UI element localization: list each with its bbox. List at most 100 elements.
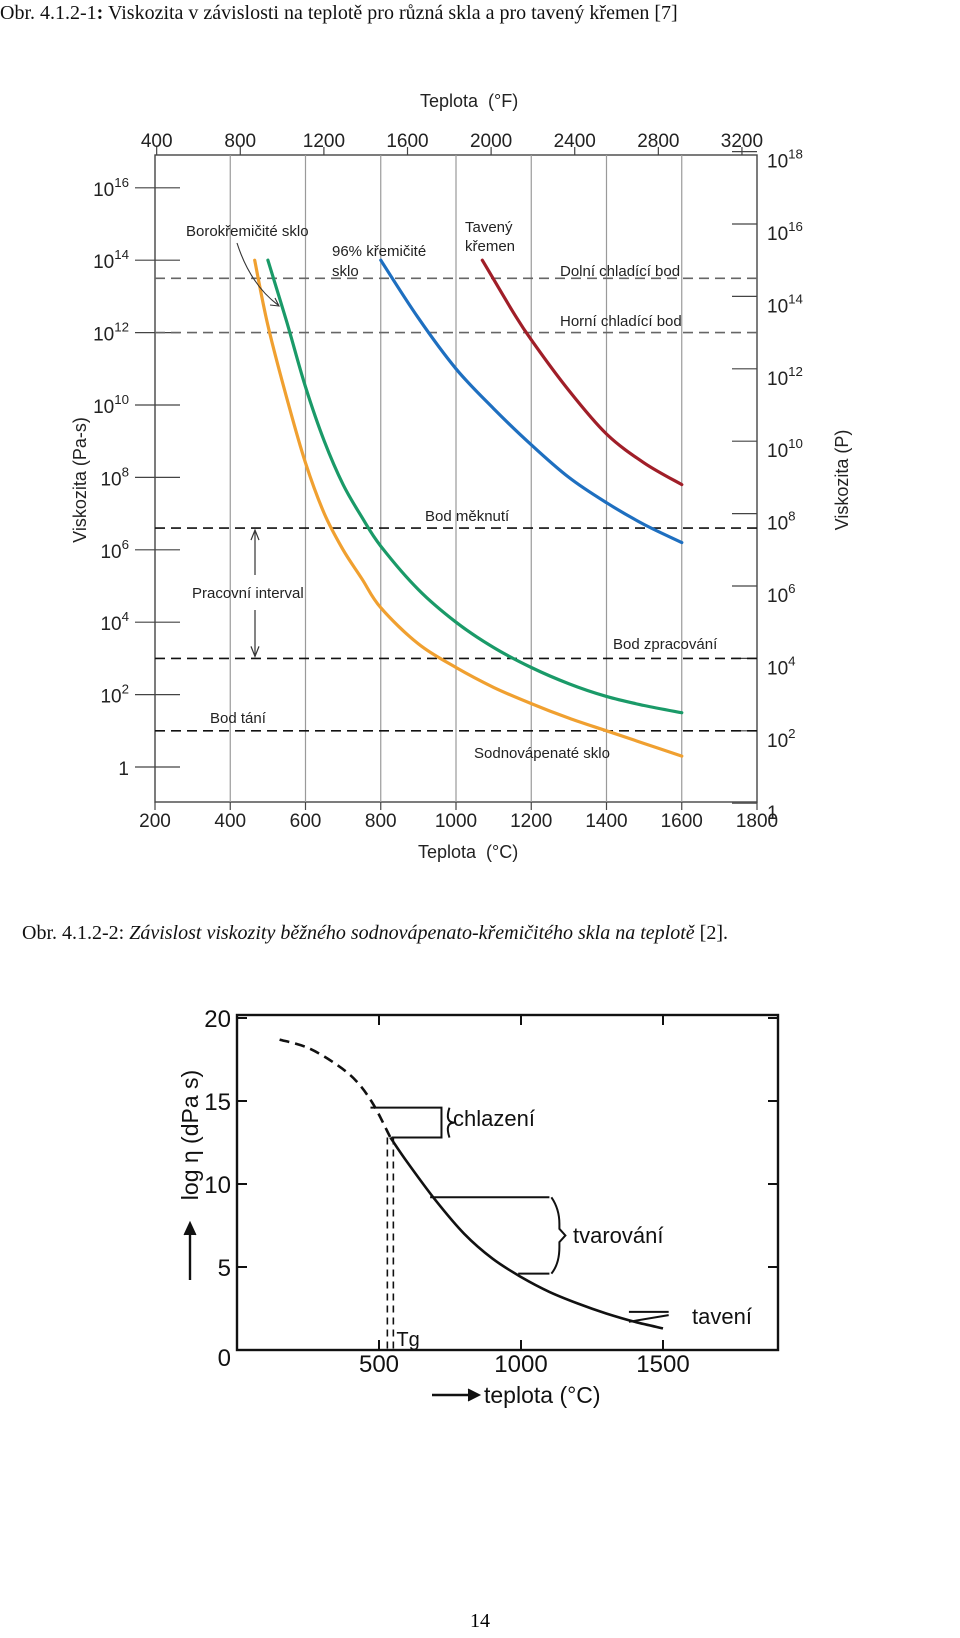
chart1-top-tick-label: 2400	[554, 131, 596, 152]
chart1-y-tick-label-right: 1	[767, 803, 778, 824]
chart1-annotation-fused-silica: křemen	[465, 238, 515, 255]
chart1-x-tick-label: 200	[139, 811, 171, 832]
chart2-y-axis-title: log η (dPa s)	[177, 1070, 203, 1200]
chart2-pointer-taveni	[628, 1310, 669, 1323]
chart1-reference-label: Bod zpracování	[613, 636, 718, 653]
chart1-y-tick-label-left-base: 10	[93, 397, 114, 418]
chart1-y-tick-label-right-exp: 6	[788, 581, 795, 596]
chart1-top-tick-label: 1600	[386, 131, 428, 152]
chart1-series-line	[480, 258, 684, 487]
chart1-y-tick-label-left: 102	[100, 682, 129, 708]
chart1-y-tick-label-left: 108	[100, 464, 129, 490]
chart1-y-tick-label-left: 1	[118, 759, 129, 780]
chart1-annotation-leader-arrowhead	[269, 297, 280, 307]
chart1-y-tick-label-left-base: 10	[93, 325, 114, 346]
chart1-series-line	[379, 258, 684, 545]
chart1-y-tick-label-right: 1018	[767, 147, 803, 173]
chart2-x-axis-arrowhead	[467, 1388, 482, 1402]
figure-2-caption: Obr. 4.1.2-2: Závislost viskozity běžnéh…	[22, 922, 728, 945]
chart1-y-tick-label-right-exp: 12	[788, 364, 803, 379]
chart1-annotation-leader	[236, 242, 279, 306]
chart1-y-tick-label-left-exp: 14	[114, 247, 129, 262]
chart1-y-tick-label-right-exp: 4	[788, 653, 795, 668]
chart2-range-label: chlazení	[453, 1106, 535, 1131]
chart1-annotation-sodalime: Sodnovápenaté sklo	[474, 745, 610, 762]
chart1-y-tick-label-left: 106	[100, 537, 129, 563]
chart1-top-tick-label: 800	[224, 131, 256, 152]
chart1-y-tick-label-left-exp: 2	[122, 682, 129, 697]
chart1-x-axis-title: Teplota (°C)	[418, 842, 518, 862]
chart1-x-tick-label: 600	[290, 811, 322, 832]
chart1-annotation-silica96: 96% křemičité	[332, 243, 426, 260]
chart1-y-axis-title-left: Viskozita (Pa-s)	[70, 417, 90, 543]
chart1-reference-label: Dolní chladící bod	[560, 263, 680, 280]
chart1-top-axis-title-text: Teplota	[420, 91, 479, 111]
chart1-y-tick-label-left-exp: 12	[114, 320, 129, 335]
chart2-curve-solid	[389, 1136, 664, 1330]
chart1-y-tick-label-left-exp: 16	[114, 175, 129, 190]
chart1-y-tick-label-right-base: 10	[767, 586, 788, 607]
chart1-top-tick-label: 2800	[637, 131, 679, 152]
chart1-y-tick-label-left-base: 10	[100, 542, 121, 563]
chart1-y-tick-label-right: 102	[767, 726, 796, 752]
figure-1-text: Viskozita v závislosti na teplotě pro rů…	[103, 2, 678, 24]
chart1-reference-label: Bod tání	[210, 710, 267, 727]
chart2-bracket-tvarovani	[430, 1196, 550, 1275]
chart1-y-tick-label-right: 104	[767, 653, 796, 679]
chart1-y-tick-label-left-base: 10	[100, 687, 121, 708]
chart1-x-tick-label: 1200	[510, 811, 552, 832]
chart1-y-tick-label-left-exp: 4	[122, 609, 129, 624]
figure-2-text: Závislost viskozity běžného sodnovápenat…	[129, 922, 695, 944]
chart2-y-axis-arrowhead	[183, 1220, 197, 1236]
figure-1-colon: :	[96, 2, 104, 24]
chart1-x-tick-label: 400	[214, 811, 246, 832]
chart1-reference-label: Bod měknutí	[425, 508, 510, 525]
chart2-plot-area	[235, 1013, 780, 1352]
figure-1-caption: Obr. 4.1.2-1: Viskozita v závislosti na …	[0, 2, 678, 25]
chart2-brace-tvarovani	[550, 1196, 567, 1275]
chart1-y-tick-label-right: 1016	[767, 219, 803, 245]
chart2-range-label: tavení	[692, 1304, 752, 1329]
chart2-y-tick-label: 20	[204, 1006, 231, 1033]
chart1-top-axis-unit: (°F)	[488, 91, 518, 111]
figure-2-number: Obr. 4.1.2-2:	[22, 922, 130, 944]
chart2-tg-label-text: Tg	[396, 1329, 419, 1351]
chart1-y-tick-label-left: 1010	[93, 392, 129, 418]
chart1-working-range-arrowhead	[250, 528, 260, 541]
chart1-y-tick-label-left-exp: 8	[122, 464, 129, 479]
chart1-annotation-silica96: sklo	[332, 263, 359, 280]
chart1-working-range-arrowhead	[250, 646, 260, 659]
chart1-y-tick-label-left-exp: 6	[122, 537, 129, 552]
chart1-series-line	[253, 258, 684, 758]
chart2-y-tick-label: 10	[204, 1172, 231, 1199]
chart1-x-tick-label: 1800	[736, 811, 778, 832]
chart1-top-tick-label: 2000	[470, 131, 512, 152]
chart1-y-tick-label-left: 1014	[93, 247, 129, 273]
chart1-y-tick-label-right: 106	[767, 581, 796, 607]
chart1-y-tick-label-right-exp: 16	[788, 219, 803, 234]
chart1-annotation-working-range: Pracovní interval	[192, 585, 304, 602]
chart2-y-tick-label: 5	[218, 1255, 231, 1282]
chart1-y-tick-label-right-base: 10	[767, 369, 788, 390]
chart1-y-tick-label-right-exp: 18	[788, 147, 803, 162]
figure-1-number: Obr. 4.1.2-1	[0, 2, 97, 24]
chart1-y-tick-label-right-base: 10	[767, 514, 788, 535]
chart1-x-tick-label: 1400	[585, 811, 627, 832]
chart1-y-tick-label-right-exp: 10	[788, 436, 803, 451]
chart1-y-tick-label-right-base: 10	[767, 296, 788, 317]
chart1-y-tick-label-right: 1012	[767, 364, 803, 390]
chart1-y-tick-label-left: 1016	[93, 175, 129, 201]
chart1-y-tick-label-right-base: 1	[767, 803, 778, 824]
chart1-annotation-borosilicate: Borokřemičité sklo	[186, 223, 309, 240]
chart1-y-tick-label-right-exp: 2	[788, 726, 795, 741]
chart1-annotation-fused-silica: Tavený	[465, 219, 513, 236]
chart1-series-line	[266, 258, 684, 715]
chart2-x-tick-label: 1500	[636, 1351, 689, 1378]
chart1-x-tick-label: 800	[365, 811, 397, 832]
chart2-tg-label: Tg	[396, 1329, 419, 1351]
chart1-y-tick-label-right-base: 10	[767, 658, 788, 679]
chart2-range-label: tvarování	[573, 1223, 664, 1248]
chart1-x-tick-label: 1600	[661, 811, 703, 832]
chart1-y-tick-label-left-base: 10	[100, 469, 121, 490]
chart1-x-axis-unit: (°C)	[486, 842, 518, 862]
